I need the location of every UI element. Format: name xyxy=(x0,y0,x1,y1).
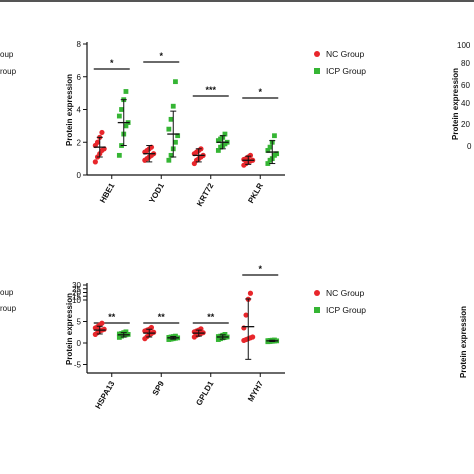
category-label: HBE1 xyxy=(98,181,117,204)
icp-data-point xyxy=(166,126,172,132)
legend-marker-icp xyxy=(314,307,320,313)
icp-data-point xyxy=(168,116,174,122)
category-label: YOD1 xyxy=(147,181,166,205)
right-edge-tick-5: 20 xyxy=(461,120,470,129)
significance-label: ** xyxy=(207,312,215,322)
category-label: MYH7 xyxy=(246,379,265,403)
y-tick-label: 20 xyxy=(72,289,81,298)
icp-data-point xyxy=(175,133,181,139)
y-axis-label: Protein expression xyxy=(65,293,74,365)
significance-label: ** xyxy=(158,312,166,322)
icp-data-point xyxy=(265,161,271,166)
y-tick-label: 8 xyxy=(77,40,82,49)
category-label: PKLR xyxy=(246,181,265,205)
y-tick-label: -5 xyxy=(74,361,82,370)
icp-data-point xyxy=(119,107,124,112)
y-tick-label: 10 xyxy=(72,296,81,305)
right-edge-tick-3: 60 xyxy=(461,81,470,90)
right-edge-tick-2: 80 xyxy=(461,59,470,68)
right-edge-tick-6: 0 xyxy=(467,142,472,151)
y-tick-label: 15 xyxy=(72,292,81,301)
y-tick-label: 2 xyxy=(77,138,82,147)
significance-label: * xyxy=(159,51,163,61)
icp-data-point xyxy=(170,103,176,109)
icp-data-point xyxy=(166,157,172,163)
icp-data-point xyxy=(123,89,129,94)
significance-label: * xyxy=(258,264,262,274)
legend-marker-nc xyxy=(314,51,320,57)
icp-data-point xyxy=(272,133,277,139)
icp-data-point xyxy=(265,148,271,153)
nc-data-point xyxy=(151,329,157,335)
legend-label: ICP Group xyxy=(326,66,366,76)
icp-data-point xyxy=(123,123,129,129)
right-edge-tick-1: 100 xyxy=(457,41,471,50)
significance-label: * xyxy=(110,58,114,68)
icp-data-point xyxy=(274,151,280,157)
nc-data-point xyxy=(243,312,249,318)
legend-label: NC Group xyxy=(326,49,365,59)
significance-label: ** xyxy=(108,312,116,322)
left-edge-legend-text-4: roup xyxy=(0,304,17,313)
y-tick-label: 4 xyxy=(77,106,82,115)
category-label: HSPA13 xyxy=(93,379,116,410)
icp-data-point xyxy=(222,131,228,137)
right-edge-tick-4: 40 xyxy=(461,99,470,108)
nc-data-point xyxy=(94,139,101,145)
right-edge-ylabel-top: Protein expression xyxy=(451,68,460,140)
top-border xyxy=(0,0,474,2)
category-label: SP9 xyxy=(151,379,167,397)
significance-label: * xyxy=(258,87,262,97)
legend: NC Group ICP Group xyxy=(314,49,366,76)
legend-label: ICP Group xyxy=(326,305,366,315)
nc-data-point xyxy=(92,159,98,165)
nc-data-point xyxy=(101,326,107,332)
left-edge-legend-text-3: oup xyxy=(0,288,14,297)
y-axis-label: Protein expression xyxy=(65,74,74,146)
y-tick-label: 0 xyxy=(77,339,82,348)
legend: NC Group ICP Group xyxy=(314,288,366,315)
y-tick-label: 30 xyxy=(72,281,81,290)
nc-data-point xyxy=(247,290,254,296)
nc-data-point xyxy=(99,320,105,326)
legend-marker-nc xyxy=(314,290,320,296)
legend-label: NC Group xyxy=(326,288,365,298)
nc-data-point xyxy=(250,334,256,340)
icp-data-point xyxy=(267,144,273,150)
icp-data-point xyxy=(173,79,178,85)
y-tick-label: 0 xyxy=(77,171,82,180)
significance-label: *** xyxy=(205,85,216,95)
legend-marker-icp xyxy=(314,68,320,74)
icp-data-point xyxy=(168,152,174,158)
icp-data-point xyxy=(123,329,129,335)
icp-data-point xyxy=(173,139,178,145)
icp-data-point xyxy=(215,148,221,153)
category-label: KRT72 xyxy=(195,181,216,208)
right-edge-ylabel-bottom: Protein expression xyxy=(459,306,468,378)
y-tick-label: 5 xyxy=(77,318,82,327)
left-edge-legend-text-1: oup xyxy=(0,50,14,59)
icp-data-point xyxy=(116,113,122,119)
nc-data-point xyxy=(99,129,105,136)
y-tick-label: 6 xyxy=(77,73,82,82)
icp-data-point xyxy=(116,152,122,158)
category-label: GPLD1 xyxy=(194,379,215,407)
left-edge-legend-text-2: roup xyxy=(0,67,17,76)
y-tick-label: 25 xyxy=(72,285,81,294)
